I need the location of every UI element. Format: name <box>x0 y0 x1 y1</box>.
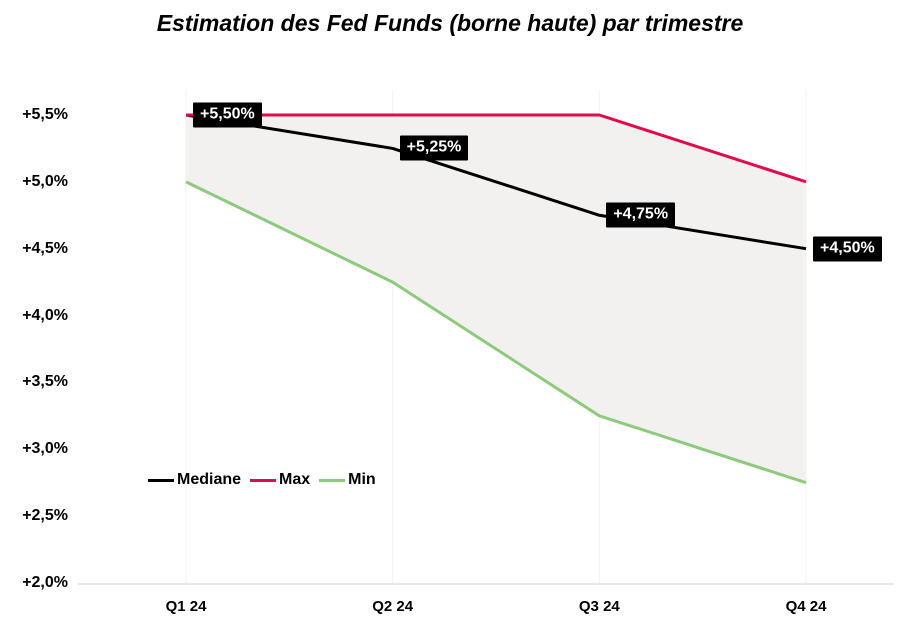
x-tick-label: Q3 24 <box>578 598 620 615</box>
y-tick-label: +4,0% <box>22 306 68 324</box>
legend-line-swatch <box>319 478 346 482</box>
legend-item-mediane: Mediane <box>148 471 241 489</box>
y-tick-label: +5,0% <box>22 172 68 190</box>
median-point-label: +4,75% <box>606 202 676 228</box>
median-point-label: +4,50% <box>813 236 882 262</box>
y-tick-label: +3,0% <box>22 440 68 458</box>
median-point-label: +5,50% <box>193 102 262 128</box>
legend-line-swatch <box>250 478 277 482</box>
legend-label: Mediane <box>177 471 242 488</box>
legend-label: Min <box>348 471 376 488</box>
y-tick-label: +3,5% <box>22 373 68 391</box>
x-tick-label: Q1 24 <box>165 598 207 615</box>
median-line <box>185 113 807 251</box>
median-point-label: +5,25% <box>399 135 469 161</box>
max-line <box>186 113 807 184</box>
legend-item-max: Max <box>250 471 310 489</box>
legend-label: Max <box>279 471 311 488</box>
y-tick-label: +2,0% <box>22 573 68 591</box>
chart-legend: Mediane Max Min <box>148 471 376 489</box>
legend-item-min: Min <box>319 471 376 489</box>
chart-title: Estimation des Fed Funds (borne haute) p… <box>156 10 744 36</box>
min-line <box>185 180 807 485</box>
x-tick-label: Q4 24 <box>785 598 827 615</box>
y-tick-label: +5,5% <box>22 106 68 123</box>
min-max-band-area <box>186 115 807 483</box>
y-tick-label: +4,5% <box>22 239 68 257</box>
y-tick-label: +2,5% <box>22 507 68 525</box>
x-tick-label: Q2 24 <box>372 598 414 615</box>
legend-line-swatch <box>148 478 174 482</box>
